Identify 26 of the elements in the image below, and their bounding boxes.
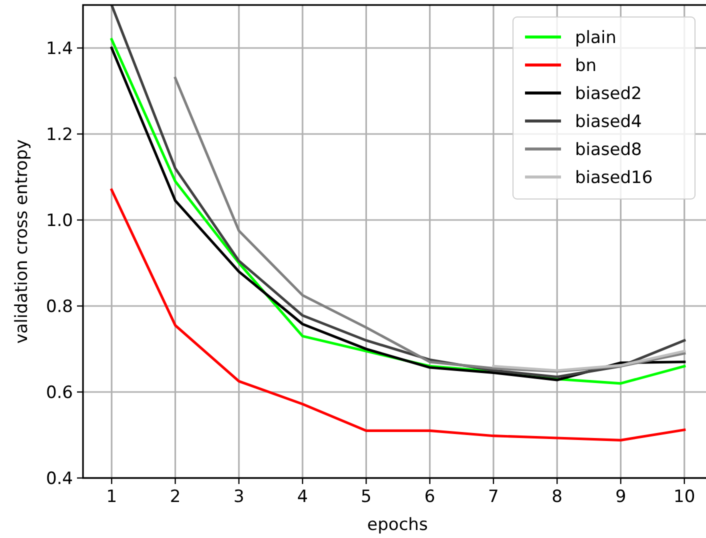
x-tick-label: 4 xyxy=(297,487,308,507)
x-axis-title: epochs xyxy=(367,515,428,535)
x-tick-label: 2 xyxy=(170,487,181,507)
y-tick-label: 0.8 xyxy=(46,296,73,317)
legend-label: biased8 xyxy=(575,140,642,160)
line-series xyxy=(492,350,686,372)
legend-label: plain xyxy=(575,28,616,48)
x-tick-label: 3 xyxy=(233,487,244,507)
x-tick-label: 7 xyxy=(488,487,499,507)
x-tick-label: 1 xyxy=(106,487,118,507)
x-tick-label: 8 xyxy=(552,487,563,507)
x-tick-label: 6 xyxy=(424,487,436,507)
y-tick-label: 1.4 xyxy=(46,38,73,59)
y-axis-title: validation cross entropy xyxy=(12,139,32,344)
x-tick-label: 10 xyxy=(674,487,696,507)
y-tick-label: 1.2 xyxy=(46,124,73,145)
y-tick-label: 0.4 xyxy=(46,468,73,489)
line-series xyxy=(110,188,686,442)
legend-label: biased16 xyxy=(575,168,653,188)
y-tick-label: 0.6 xyxy=(46,382,73,403)
x-tick-label: 5 xyxy=(360,487,372,507)
legend-label: biased2 xyxy=(575,84,642,104)
legend-label: biased4 xyxy=(575,112,642,132)
y-tick-label: 1.0 xyxy=(46,210,73,231)
legend-label: bn xyxy=(575,56,597,76)
x-tick-label: 9 xyxy=(615,487,626,507)
